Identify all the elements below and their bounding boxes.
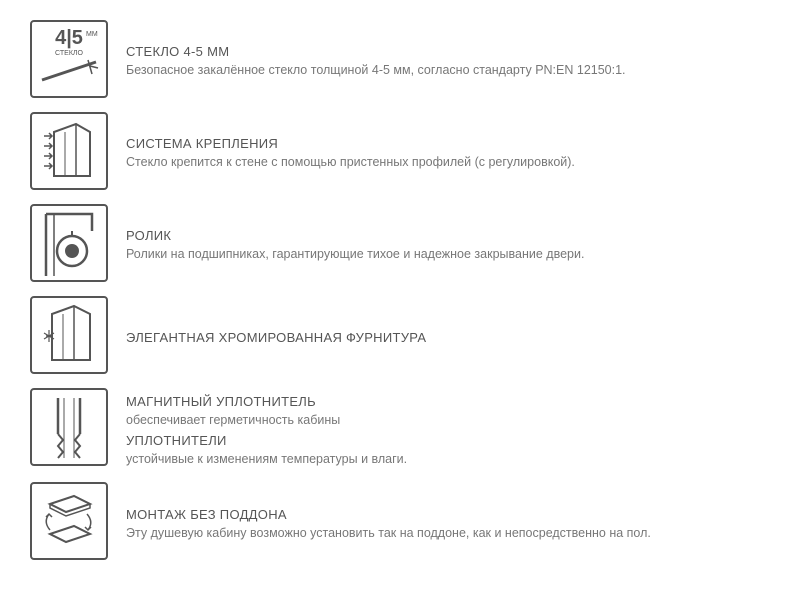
feature-desc: обеспечивает герметичность кабины bbox=[126, 411, 770, 429]
mounting-icon bbox=[30, 112, 108, 190]
feature-chrome: ЭЛЕГАНТНАЯ ХРОМИРОВАННАЯ ФУРНИТУРА bbox=[30, 296, 770, 374]
feature-desc: Ролики на подшипниках, гарантирующие тих… bbox=[126, 245, 770, 263]
feature-text-block: МАГНИТНЫЙ УПЛОТНИТЕЛЬ обеспечивает герме… bbox=[126, 388, 770, 468]
feature-text-block: МОНТАЖ БЕЗ ПОДДОНА Эту душевую кабину во… bbox=[126, 482, 770, 560]
feature-mounting: СИСТЕМА КРЕПЛЕНИЯ Стекло крепится к стен… bbox=[30, 112, 770, 190]
feature-title: ЭЛЕГАНТНАЯ ХРОМИРОВАННАЯ ФУРНИТУРА bbox=[126, 330, 770, 345]
feature-install: МОНТАЖ БЕЗ ПОДДОНА Эту душевую кабину во… bbox=[30, 482, 770, 560]
feature-title: МОНТАЖ БЕЗ ПОДДОНА bbox=[126, 507, 770, 522]
feature-roller: РОЛИК Ролики на подшипниках, гарантирующ… bbox=[30, 204, 770, 282]
roller-icon bbox=[30, 204, 108, 282]
feature-text-block: РОЛИК Ролики на подшипниках, гарантирующ… bbox=[126, 204, 770, 282]
feature-desc-2: устойчивые к изменениям температуры и вл… bbox=[126, 450, 770, 468]
feature-title-2: УПЛОТНИТЕЛИ bbox=[126, 433, 770, 448]
svg-text:СТЕКЛО: СТЕКЛО bbox=[55, 50, 83, 57]
feature-text-block: ЭЛЕГАНТНАЯ ХРОМИРОВАННАЯ ФУРНИТУРА bbox=[126, 296, 770, 374]
feature-title: МАГНИТНЫЙ УПЛОТНИТЕЛЬ bbox=[126, 394, 770, 409]
seals-icon bbox=[30, 388, 108, 466]
install-icon bbox=[30, 482, 108, 560]
feature-desc: Безопасное закалённое стекло толщиной 4-… bbox=[126, 61, 770, 79]
svg-text:4|5: 4|5 bbox=[55, 27, 83, 49]
feature-seals: МАГНИТНЫЙ УПЛОТНИТЕЛЬ обеспечивает герме… bbox=[30, 388, 770, 468]
feature-desc: Эту душевую кабину возможно установить т… bbox=[126, 524, 770, 542]
feature-title: СИСТЕМА КРЕПЛЕНИЯ bbox=[126, 136, 770, 151]
feature-desc: Стекло крепится к стене с помощью присте… bbox=[126, 153, 770, 171]
feature-text-block: СИСТЕМА КРЕПЛЕНИЯ Стекло крепится к стен… bbox=[126, 112, 770, 190]
svg-text:MM: MM bbox=[86, 31, 98, 38]
glass-icon: 4|5 MM СТЕКЛО bbox=[30, 20, 108, 98]
feature-title: СТЕКЛО 4-5 ММ bbox=[126, 44, 770, 59]
chrome-icon bbox=[30, 296, 108, 374]
feature-title: РОЛИК bbox=[126, 228, 770, 243]
feature-glass: 4|5 MM СТЕКЛО СТЕКЛО 4-5 ММ Безопасное з… bbox=[30, 20, 770, 98]
feature-text-block: СТЕКЛО 4-5 ММ Безопасное закалённое стек… bbox=[126, 20, 770, 98]
